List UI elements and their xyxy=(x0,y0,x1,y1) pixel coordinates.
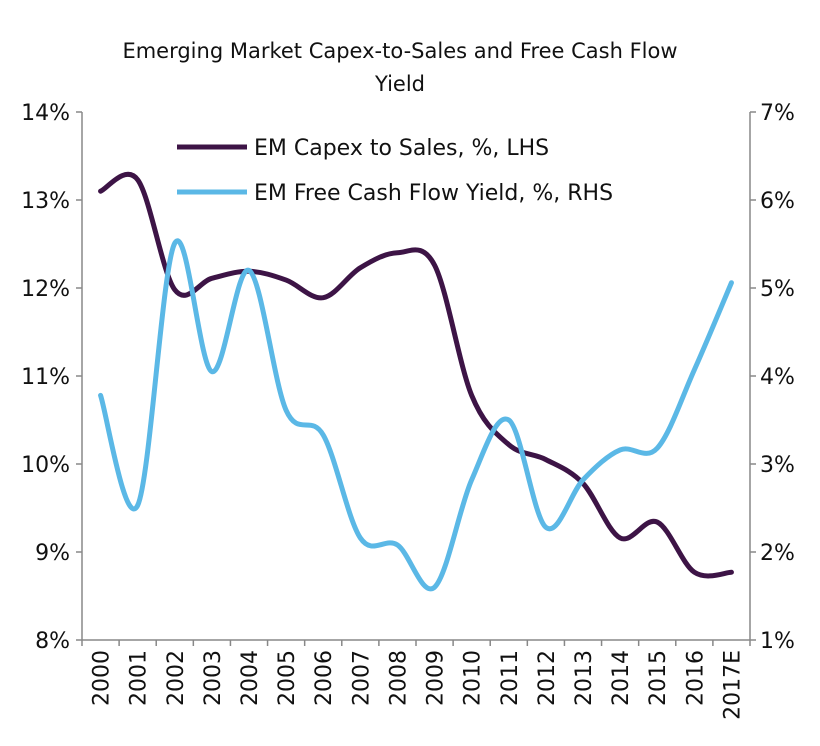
x-tick-label: 2006 xyxy=(312,650,337,706)
right-tick-label: 1% xyxy=(760,629,795,654)
x-tick-label: 2010 xyxy=(461,650,486,706)
series-line-1 xyxy=(101,174,732,576)
chart-title-line1: Emerging Market Capex-to-Sales and Free … xyxy=(122,39,677,63)
x-tick-label: 2013 xyxy=(572,650,597,706)
x-tick-label: 2009 xyxy=(424,650,449,706)
x-tick-label: 2012 xyxy=(535,650,560,706)
left-tick-label: 11% xyxy=(21,365,70,390)
x-tick-label: 2004 xyxy=(238,650,263,706)
x-tick-label: 2015 xyxy=(646,650,671,706)
x-tick-label: 2014 xyxy=(609,650,634,706)
left-tick-label: 13% xyxy=(21,189,70,214)
right-tick-label: 7% xyxy=(760,101,795,126)
legend-label: EM Free Cash Flow Yield, %, RHS xyxy=(254,181,613,206)
right-tick-label: 4% xyxy=(760,365,795,390)
series-line-2 xyxy=(101,241,732,589)
left-tick-label: 10% xyxy=(21,453,70,478)
left-tick-label: 9% xyxy=(35,541,70,566)
right-tick-label: 2% xyxy=(760,541,795,566)
left-tick-label: 14% xyxy=(21,101,70,126)
chart-title-line2: Yield xyxy=(374,72,425,96)
x-tick-label: 2003 xyxy=(201,650,226,706)
right-tick-label: 5% xyxy=(760,277,795,302)
x-tick-label: 2001 xyxy=(127,650,152,706)
x-tick-label: 2002 xyxy=(164,650,189,706)
x-tick-label: 2000 xyxy=(90,650,115,706)
left-tick-label: 12% xyxy=(21,277,70,302)
x-tick-label: 2007 xyxy=(349,650,374,706)
x-tick-label: 2005 xyxy=(275,650,300,706)
x-tick-label: 2017E xyxy=(720,650,745,720)
left-tick-label: 8% xyxy=(35,629,70,654)
legend-label: EM Capex to Sales, %, LHS xyxy=(254,136,549,161)
x-tick-label: 2011 xyxy=(498,650,523,706)
right-tick-label: 6% xyxy=(760,189,795,214)
x-tick-label: 2008 xyxy=(386,650,411,706)
x-tick-label: 2016 xyxy=(683,650,708,706)
right-tick-label: 3% xyxy=(760,453,795,478)
